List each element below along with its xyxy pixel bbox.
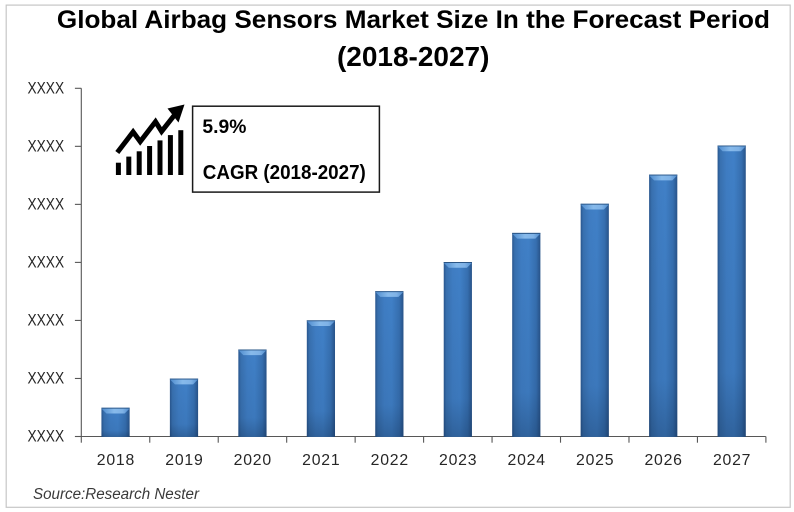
svg-text:XXXX: XXXX <box>28 427 65 446</box>
svg-text:Global Airbag Sensors Market S: Global Airbag Sensors Market Size In the… <box>57 6 770 34</box>
svg-text:2023: 2023 <box>439 452 477 469</box>
svg-text:2018: 2018 <box>97 452 135 469</box>
svg-text:XXXX: XXXX <box>28 194 65 213</box>
svg-text:XXXX: XXXX <box>28 310 65 329</box>
svg-text:2019: 2019 <box>165 452 203 469</box>
svg-text:XXXX: XXXX <box>28 78 65 97</box>
svg-text:2022: 2022 <box>371 452 409 469</box>
svg-text:2027: 2027 <box>713 452 751 469</box>
svg-text:XXXX: XXXX <box>28 369 65 388</box>
svg-text:XXXX: XXXX <box>28 136 65 155</box>
svg-text:5.9%: 5.9% <box>202 117 246 138</box>
svg-text:2025: 2025 <box>576 452 614 469</box>
svg-text:XXXX: XXXX <box>28 252 65 271</box>
svg-text:Source:Research Nester: Source:Research Nester <box>33 486 200 503</box>
svg-text:2021: 2021 <box>302 452 340 469</box>
svg-text:2026: 2026 <box>644 452 682 469</box>
svg-text:2024: 2024 <box>508 452 546 469</box>
svg-text:2020: 2020 <box>234 452 272 469</box>
svg-text:CAGR (2018-2027): CAGR (2018-2027) <box>203 162 366 184</box>
svg-text:(2018-2027): (2018-2027) <box>337 41 490 72</box>
